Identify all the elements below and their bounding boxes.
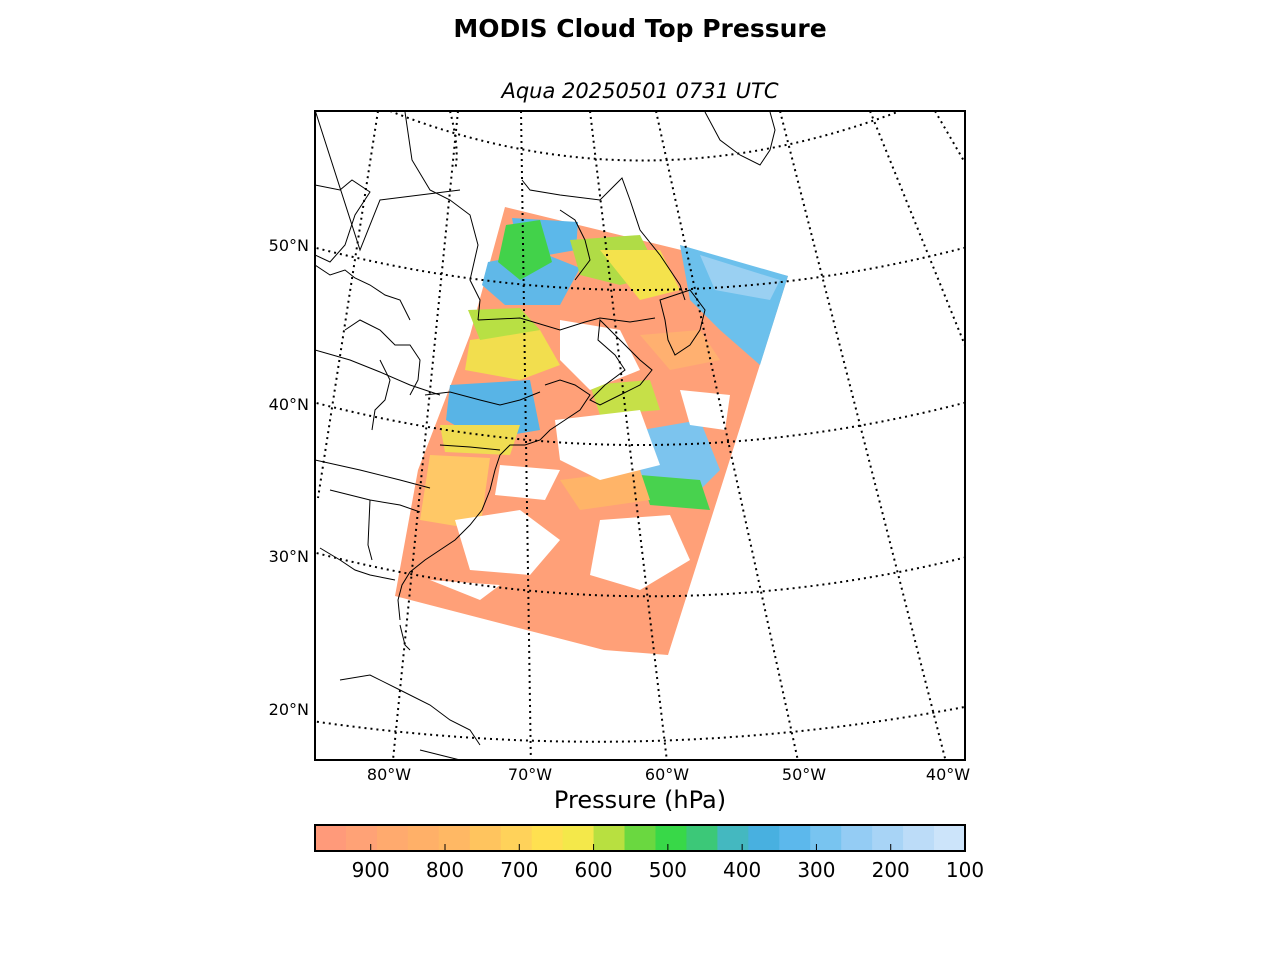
colorbar: 900 800 700 600 500 400 300 200 100 — [314, 824, 984, 882]
colorbar-segment — [315, 825, 347, 851]
colorbar-label: Pressure (hPa) — [553, 786, 727, 814]
colorbar-tick-label: 800 — [426, 858, 464, 882]
colorbar-segment — [748, 825, 780, 851]
colorbar-segment — [934, 825, 966, 851]
map-frame — [314, 110, 966, 761]
colorbar-tick-label: 500 — [649, 858, 687, 882]
colorbar-segment — [438, 825, 471, 851]
colorbar-segment — [531, 825, 564, 851]
colorbar-segment — [717, 825, 749, 851]
lat-label-20n: 20°N — [269, 700, 309, 719]
colorbar-segment — [407, 825, 440, 851]
colorbar-segment — [655, 825, 688, 851]
colorbar-segment — [624, 825, 657, 851]
colorbar-segment — [376, 825, 409, 851]
lat-label-30n: 30°N — [269, 547, 309, 566]
colorbar-segment — [469, 825, 502, 851]
colorbar-tick-label: 400 — [723, 858, 761, 882]
colorbar-tick-label: 900 — [352, 858, 390, 882]
lon-label-70w: 70°W — [508, 765, 552, 784]
colorbar-tick-label: 700 — [500, 858, 538, 882]
lon-label-60w: 60°W — [645, 765, 689, 784]
coastlines — [315, 111, 776, 760]
colorbar-tick-label: 200 — [872, 858, 910, 882]
map-area — [315, 111, 965, 760]
colorbar-segment — [841, 825, 873, 851]
chart-subtitle: Aqua 20250501 0731 UTC — [501, 79, 779, 103]
chart-title: MODIS Cloud Top Pressure — [453, 14, 827, 43]
lon-label-40w: 40°W — [926, 765, 970, 784]
lon-label-50w: 50°W — [782, 765, 826, 784]
graticule — [315, 111, 965, 760]
colorbar-frame — [314, 824, 966, 852]
lat-label-50n: 50°N — [269, 236, 309, 255]
lat-label-40n: 40°N — [269, 395, 309, 414]
colorbar-segment — [810, 825, 842, 851]
swath — [395, 207, 788, 655]
colorbar-segment — [593, 825, 626, 851]
colorbar-segment — [562, 825, 595, 851]
colorbar-tick-label: 100 — [946, 858, 984, 882]
colorbar-segment — [903, 825, 935, 851]
colorbar-tick-label: 600 — [574, 858, 612, 882]
colorbar-segment — [686, 825, 718, 851]
colorbar-segment — [872, 825, 904, 851]
colorbar-segment — [500, 825, 533, 851]
lon-label-80w: 80°W — [367, 765, 411, 784]
colorbar-segment — [345, 825, 378, 851]
colorbar-tick-label: 300 — [797, 858, 835, 882]
colorbar-segment — [779, 825, 811, 851]
